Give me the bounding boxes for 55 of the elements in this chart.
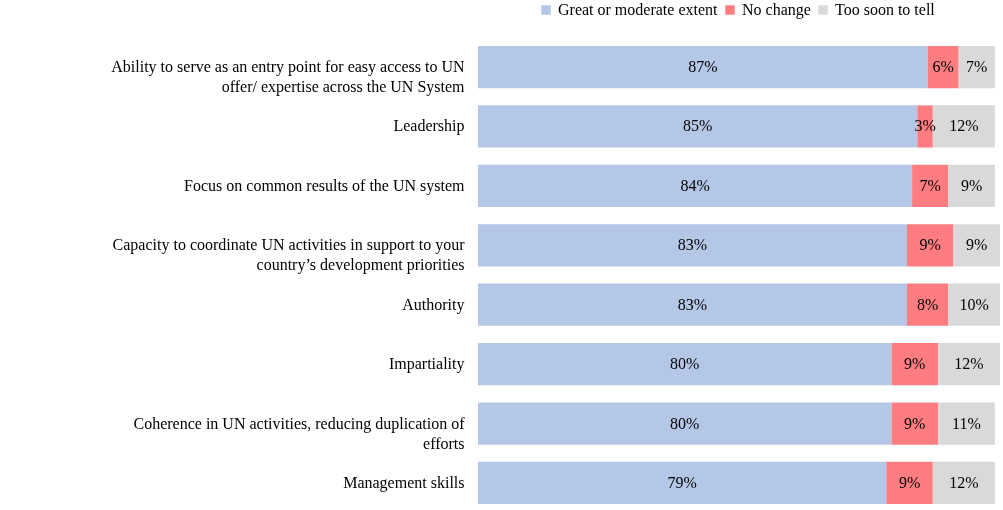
data-label: 87%	[688, 58, 718, 76]
bar	[478, 283, 907, 326]
y-tick-label: Focus on common results of the UN system	[184, 176, 466, 195]
data-label: 80%	[670, 355, 700, 373]
data-label: 9%	[966, 236, 988, 254]
y-tick-label: Ability to serve as an entry point for easy access to UN offer/ expertise across the UN System	[111, 58, 466, 97]
bar	[478, 224, 907, 267]
data-label: 8%	[916, 295, 939, 313]
bar	[932, 461, 995, 505]
data-label: 11%	[952, 414, 981, 432]
y-tick-label: Leadership	[393, 117, 465, 136]
bar	[912, 164, 949, 207]
bar	[906, 224, 954, 267]
bar	[937, 343, 1000, 386]
y-tick-label: Coherence in UN activities, reducing duplication of efforts	[133, 414, 466, 452]
bar	[953, 224, 1000, 267]
data-label: 83%	[677, 295, 708, 313]
data-label: 7%	[966, 58, 988, 76]
y-tick-label: Impartiality	[388, 355, 465, 374]
bar	[948, 164, 995, 207]
y-tick-label: Management skills	[343, 473, 465, 492]
legend-label: Great or moderate extent	[558, 1, 719, 18]
bar	[886, 461, 933, 505]
data-label: 9%	[919, 236, 941, 254]
bar	[478, 45, 928, 89]
bar	[906, 283, 949, 326]
data-label: 9%	[898, 473, 921, 491]
data-label: 12%	[954, 355, 984, 373]
data-label: 7%	[919, 176, 941, 194]
y-tick-label: Capacity to coordinate UN activities in support to your country’s development priorities	[112, 236, 466, 275]
data-label: 79%	[667, 473, 697, 491]
data-label: 3%	[914, 117, 936, 135]
bar	[937, 402, 995, 445]
data-label: 80%	[670, 414, 700, 432]
bar	[891, 343, 938, 386]
y-tick-label: Authority	[402, 295, 465, 314]
data-label: 6%	[932, 58, 954, 76]
legend-label: Too soon to tell	[835, 1, 936, 18]
data-label: 85%	[682, 117, 713, 135]
bar	[958, 45, 995, 89]
data-label: 84%	[680, 176, 710, 194]
data-label: 9%	[904, 355, 926, 373]
bar	[891, 402, 938, 445]
data-label: 12%	[949, 117, 979, 135]
data-label: 9%	[904, 414, 926, 432]
bar	[478, 164, 913, 207]
data-label: 12%	[949, 473, 979, 491]
data-label: 10%	[959, 295, 989, 313]
bar	[478, 402, 892, 445]
bar	[478, 343, 892, 386]
bar	[478, 461, 887, 505]
data-label: 83%	[677, 236, 708, 254]
legend-label: No change	[742, 1, 811, 19]
bar	[948, 283, 1000, 326]
data-label: 9%	[960, 176, 983, 194]
